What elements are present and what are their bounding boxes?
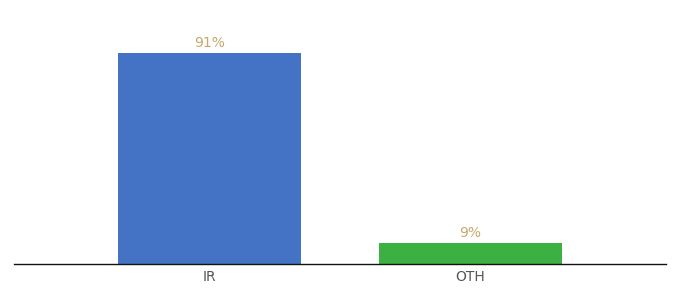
Text: 91%: 91% — [194, 36, 225, 50]
Bar — [118, 53, 301, 264]
Bar — [379, 243, 562, 264]
Text: 9%: 9% — [460, 226, 481, 240]
